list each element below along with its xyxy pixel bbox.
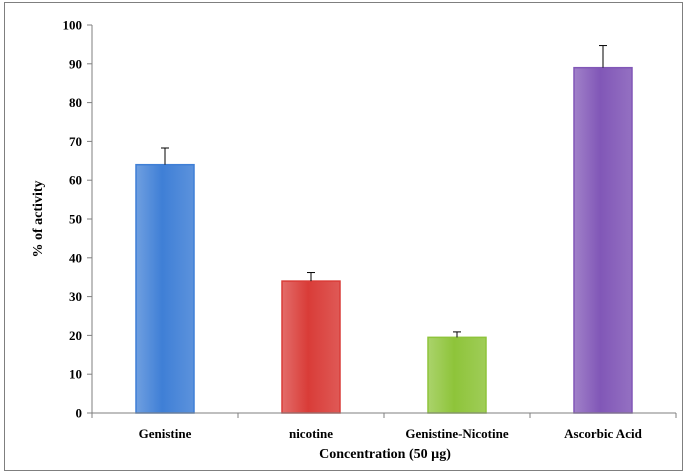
x-axis-title: Concentration (50 µg)	[319, 447, 451, 462]
bar-genistine	[135, 163, 195, 414]
x-tick-label: nicotine	[289, 426, 333, 441]
chart-frame	[4, 2, 683, 471]
bar-ascorbic-acid	[573, 66, 633, 414]
error-bars	[161, 45, 607, 338]
bar-nicotine	[281, 280, 341, 414]
y-axis-ticks: 0 10 20 30 40 50 60 70 80 90 100	[63, 18, 92, 421]
y-tick-label: 70	[69, 134, 82, 149]
y-tick-label: 50	[69, 212, 82, 227]
y-tick-label: 20	[69, 328, 82, 343]
x-axis-labels: Genistine nicotine Genistine-Nicotine Ascor…	[91, 413, 677, 441]
x-tick-label: Genistine	[139, 426, 192, 441]
y-tick-label: 90	[69, 56, 82, 71]
y-tick-label: 60	[69, 173, 82, 188]
bars	[135, 66, 633, 414]
y-tick-label: 30	[69, 289, 82, 304]
bar-genistine-nicotine	[427, 336, 487, 414]
y-tick-label: 10	[69, 367, 82, 382]
y-tick-label: 100	[63, 18, 83, 33]
y-tick-label: 80	[69, 95, 82, 110]
y-axis-title: % of activity	[31, 181, 46, 258]
y-tick-label: 40	[69, 250, 82, 265]
x-tick-label: Ascorbic Acid	[564, 426, 642, 441]
y-tick-label: 0	[76, 406, 83, 421]
x-tick-label: Genistine-Nicotine	[405, 426, 508, 441]
